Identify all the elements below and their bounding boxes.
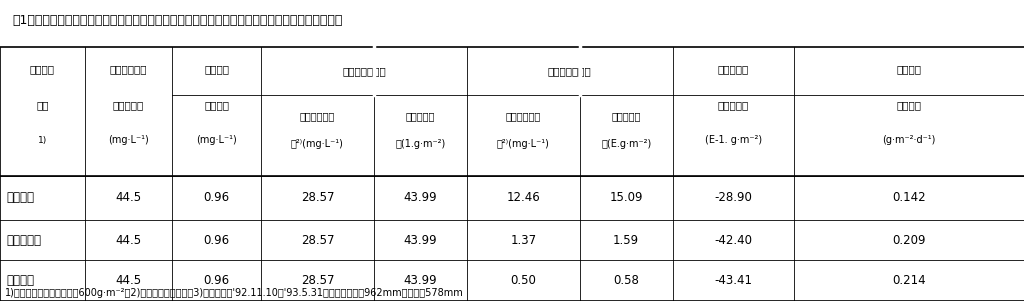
Text: 0.96: 0.96: [204, 234, 229, 247]
Text: 無施用区: 無施用区: [6, 191, 34, 204]
Text: 0.214: 0.214: [892, 274, 926, 287]
Text: 44.5: 44.5: [116, 274, 141, 287]
Text: 排　出　量: 排 出 量: [718, 100, 749, 110]
Text: 流　　入　　水: 流 入 水: [342, 66, 386, 76]
Text: 降水中の: 降水中の: [204, 64, 229, 74]
Text: 28.57: 28.57: [301, 234, 334, 247]
Text: 0.96: 0.96: [204, 191, 229, 204]
Text: (mg·L⁻¹): (mg·L⁻¹): [197, 135, 237, 145]
Text: 44.5: 44.5: [116, 191, 141, 204]
Text: 1.37: 1.37: [510, 234, 537, 247]
Text: 1)稲わら施用量：いずれも600g·m⁻²　2)水量加重平均濃度　3)試験期間：'92.11.10〜'93.5.31，平均灌漑水量962mm，降水量578mm: 1)稲わら施用量：いずれも600g·m⁻² 2)水量加重平均濃度 3)試験期間：…: [5, 288, 464, 298]
Text: (E-1. g·m⁻²): (E-1. g·m⁻²): [705, 135, 762, 145]
Text: 43.99: 43.99: [403, 234, 437, 247]
Text: 0.58: 0.58: [613, 274, 639, 287]
Text: 鋤込み区: 鋤込み区: [6, 274, 34, 287]
Text: 1.59: 1.59: [613, 234, 639, 247]
Text: (mg·L⁻¹): (mg·L⁻¹): [109, 135, 148, 145]
Text: 稲わら施: 稲わら施: [30, 64, 55, 74]
Text: -28.90: -28.90: [715, 191, 752, 204]
Text: 量(1.g·m⁻²): 量(1.g·m⁻²): [395, 138, 445, 149]
Text: 流出全窒素: 流出全窒素: [611, 111, 641, 122]
Text: 43.99: 43.99: [403, 274, 437, 287]
Text: 0.209: 0.209: [892, 234, 926, 247]
Text: 0.50: 0.50: [510, 274, 537, 287]
Text: 28.57: 28.57: [301, 191, 334, 204]
Text: 用法: 用法: [36, 100, 49, 110]
Text: 表1　稲わら施用が非作付期水田の硝酸態窒素浄化機能に及ぼす影響（小型ライシメーター試験）: 表1 稲わら施用が非作付期水田の硝酸態窒素浄化機能に及ぼす影響（小型ライシメータ…: [12, 14, 343, 26]
Text: 流入全窒素: 流入全窒素: [406, 111, 435, 122]
Text: 除去速度: 除去速度: [896, 100, 922, 110]
Text: 態窒素濃度: 態窒素濃度: [113, 100, 144, 110]
Text: 0.96: 0.96: [204, 274, 229, 287]
Text: 平均全窒素濃: 平均全窒素濃: [506, 111, 541, 122]
Text: 窒素濃度: 窒素濃度: [204, 100, 229, 110]
Text: 12.46: 12.46: [507, 191, 540, 204]
Text: 度²⁾(mg·L⁻¹): 度²⁾(mg·L⁻¹): [497, 138, 550, 149]
Text: 28.57: 28.57: [301, 274, 334, 287]
Text: -43.41: -43.41: [714, 274, 753, 287]
Text: 浸　　透　　水: 浸 透 水: [548, 66, 592, 76]
Text: 差　引　き: 差 引 き: [718, 64, 749, 74]
Text: 平均全窒素濃: 平均全窒素濃: [300, 111, 335, 122]
Text: 表面施用区: 表面施用区: [6, 234, 41, 247]
Text: 43.99: 43.99: [403, 191, 437, 204]
Text: 量(E.g·m⁻²): 量(E.g·m⁻²): [601, 138, 651, 149]
Text: 度²⁾(mg·L⁻¹): 度²⁾(mg·L⁻¹): [291, 138, 344, 149]
Text: 平均窒素: 平均窒素: [896, 64, 922, 74]
Text: 0.142: 0.142: [892, 191, 926, 204]
Text: -42.40: -42.40: [714, 234, 753, 247]
Text: 44.5: 44.5: [116, 234, 141, 247]
Text: 灌漑水の硝酸: 灌漑水の硝酸: [110, 64, 147, 74]
Text: 15.09: 15.09: [609, 191, 643, 204]
Text: (g·m⁻²·d⁻¹): (g·m⁻²·d⁻¹): [882, 135, 936, 145]
Text: 1): 1): [38, 136, 47, 145]
